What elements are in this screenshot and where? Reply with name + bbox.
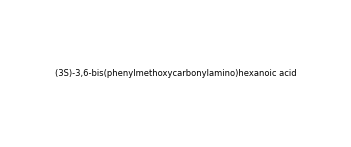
Text: (3S)-3,6-bis(phenylmethoxycarbonylamino)hexanoic acid: (3S)-3,6-bis(phenylmethoxycarbonylamino)… [55, 69, 296, 78]
